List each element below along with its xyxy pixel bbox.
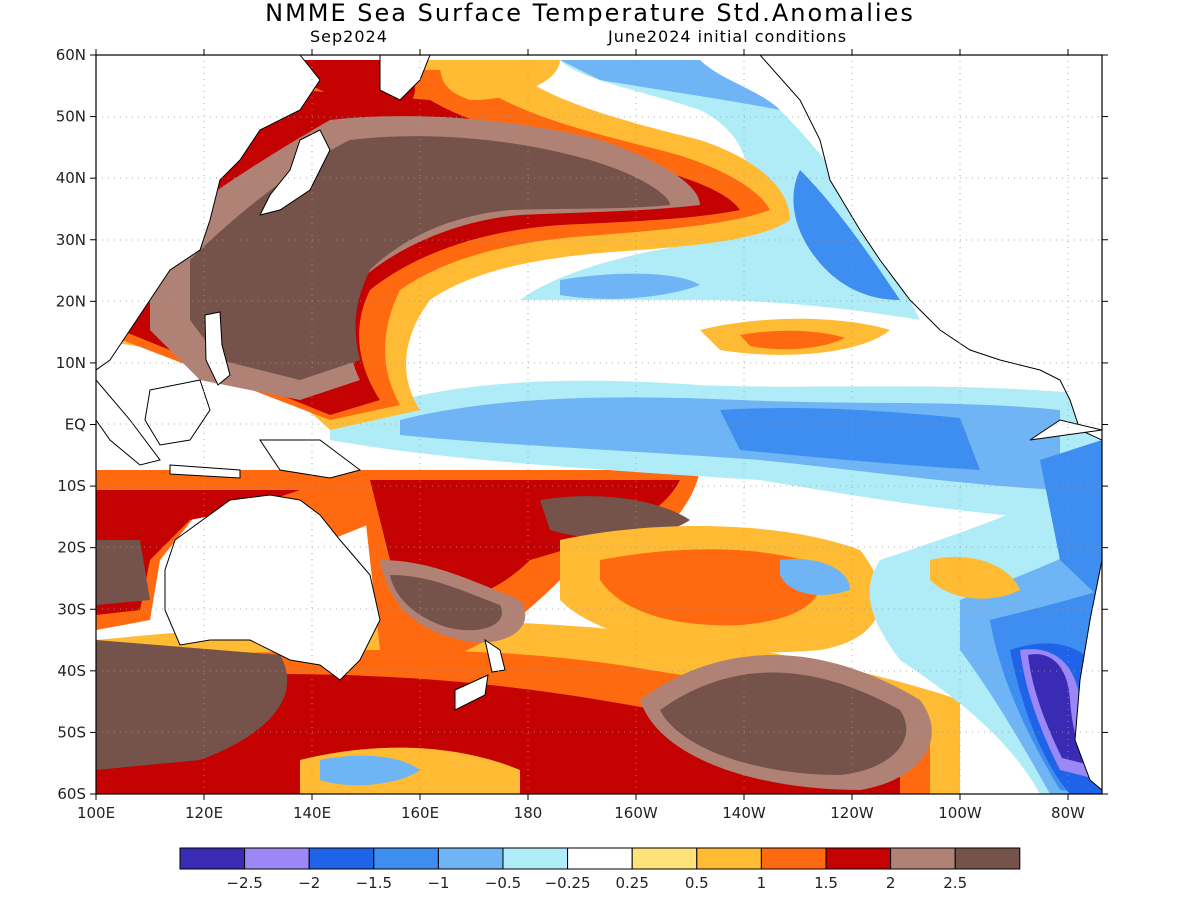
- colorbar-swatch: [244, 847, 310, 870]
- colorbar-swatch: [760, 847, 827, 870]
- colorbar-swatch: [567, 847, 633, 870]
- lon-label: 140W: [722, 804, 766, 822]
- map-title: NMME Sea Surface Temperature Std.Anomali…: [265, 0, 915, 27]
- lat-label: 30N: [56, 231, 86, 249]
- colorbar-label: −0.5: [485, 874, 521, 892]
- lat-label: EQ: [65, 416, 86, 434]
- lon-label: 100E: [77, 804, 115, 822]
- lon-label: 160W: [614, 804, 658, 822]
- colorbar-label: −1.5: [356, 874, 392, 892]
- colorbar-swatch: [696, 847, 762, 870]
- colorbar-swatch: [373, 847, 439, 870]
- lat-label: 40S: [57, 662, 86, 680]
- lat-label: 50S: [57, 723, 86, 741]
- initial-conditions: June2024 initial conditions: [608, 27, 848, 46]
- colorbar-swatch: [890, 847, 956, 870]
- colorbar-swatch: [502, 847, 569, 870]
- colorbar-label: 0.5: [685, 874, 709, 892]
- colorbar-label: −2: [298, 874, 320, 892]
- colorbar: [179, 847, 1021, 870]
- colorbar-label: −2.5: [226, 874, 262, 892]
- lon-label: 120E: [185, 804, 223, 822]
- lat-label: 10S: [57, 477, 86, 495]
- colorbar-swatch: [437, 847, 504, 870]
- longitude-axis: 100E 120E 140E 160E 180 160W 140W 120W 100W 80W: [77, 49, 1085, 822]
- colorbar-swatch: [631, 847, 698, 870]
- lon-label: 180: [514, 804, 543, 822]
- lon-label: 120W: [830, 804, 874, 822]
- lon-label: 100W: [938, 804, 982, 822]
- lon-label: 160E: [401, 804, 439, 822]
- colorbar-label: 2.5: [943, 874, 967, 892]
- lon-label: 140E: [293, 804, 331, 822]
- lat-label: 60S: [57, 785, 86, 803]
- colorbar-label: 2: [886, 874, 896, 892]
- lon-label: 80W: [1051, 804, 1085, 822]
- colorbar-label: −0.25: [545, 874, 591, 892]
- lat-label: 50N: [56, 108, 86, 126]
- lat-label: 20N: [56, 292, 86, 310]
- latitude-axis: 60N 50N 40N 30N 20N 10N EQ 10S 20S 30S 40S 50S 60S: [56, 46, 1108, 803]
- colorbar-label: 0.25: [615, 874, 648, 892]
- colorbar-swatch: [954, 847, 1021, 870]
- lat-label: 60N: [56, 46, 86, 64]
- lat-label: 10N: [56, 354, 86, 372]
- lat-label: 20S: [57, 539, 86, 557]
- lat-label: 30S: [57, 600, 86, 618]
- colorbar-swatch: [825, 847, 892, 870]
- forecast-month: Sep2024: [310, 27, 388, 46]
- sst-anomaly-field: [96, 55, 1102, 794]
- colorbar-swatch: [179, 847, 246, 870]
- colorbar-label: 1.5: [814, 874, 838, 892]
- colorbar-label: −1: [427, 874, 449, 892]
- colorbar-labels: −2.5 −2 −1.5 −1 −0.5 −0.25 0.25 0.5 1 1.5 2 2.5: [226, 874, 967, 892]
- colorbar-swatch: [308, 847, 375, 870]
- colorbar-label: 1: [757, 874, 767, 892]
- lat-label: 40N: [56, 169, 86, 187]
